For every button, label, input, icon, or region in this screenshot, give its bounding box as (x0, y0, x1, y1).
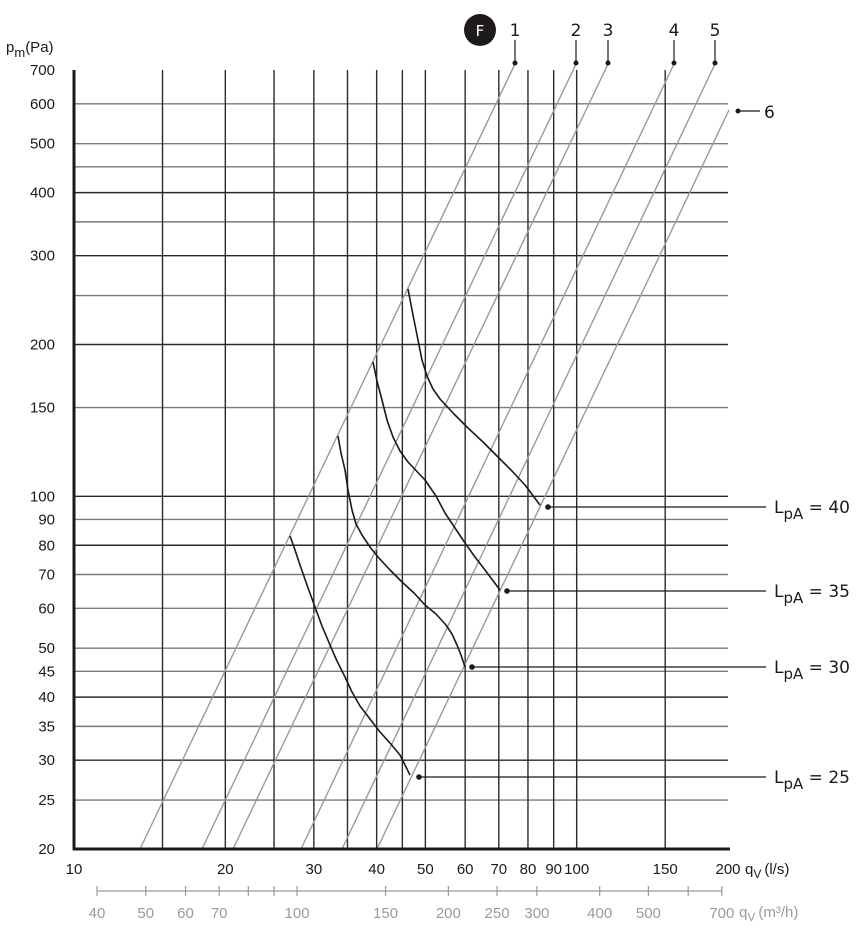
system-label-dot (512, 60, 518, 66)
x-tick-labels: 10 20 30 40 50 60 70 80 90 100 150 200 (66, 861, 741, 878)
vertical-gridlines (161, 70, 666, 849)
x2-tick-label: 250 (485, 905, 510, 922)
system-label-dot (573, 60, 579, 66)
system-curve-labels: 1 2 3 4 5 6 (510, 21, 775, 123)
x2-tick-label: 150 (373, 905, 398, 922)
x-tick-label: 150 (653, 861, 678, 878)
x2-tick-label: 50 (137, 905, 154, 922)
system-label-1: 1 (510, 21, 521, 41)
system-label-dot (671, 60, 677, 66)
x2-tick-label: 500 (636, 905, 661, 922)
x-tick-label: 40 (368, 861, 385, 878)
system-label-dot (712, 60, 718, 66)
badge-letter: F (476, 22, 485, 40)
system-line-6 (376, 109, 730, 850)
y-tick-label: 35 (38, 718, 55, 735)
horizontal-gridlines (74, 103, 728, 801)
y-tick-label: 45 (38, 663, 55, 680)
system-label-4: 4 (669, 21, 680, 41)
x-tick-label: 100 (564, 861, 589, 878)
y-tick-label: 500 (30, 136, 55, 153)
x2-axis-title: qV (m³/h) (739, 904, 798, 924)
system-curves (139, 63, 730, 850)
y-tick-label: 600 (30, 96, 55, 113)
x2-tick-label: 200 (436, 905, 461, 922)
y-tick-label: 20 (38, 841, 55, 858)
y-tick-label: 150 (30, 400, 55, 417)
y-tick-label: 80 (38, 537, 55, 554)
system-label-6: 6 (764, 103, 775, 123)
y-tick-label: 60 (38, 600, 55, 617)
secondary-x-axis: 40 50 60 70 100 150 200 250 300 400 500 700 (89, 886, 734, 922)
y-tick-label: 200 (30, 336, 55, 353)
curve-set-badge: F (464, 14, 496, 46)
callout-label: LpA = 25 (774, 768, 850, 793)
x-tick-label: 80 (520, 861, 537, 878)
system-label-3: 3 (603, 21, 614, 41)
y-tick-label: 40 (38, 689, 55, 706)
axes (72, 70, 730, 851)
x-tick-label: 90 (545, 861, 562, 878)
fan-curves (289, 288, 541, 776)
callout-label: LpA = 30 (774, 658, 850, 683)
callout-label: LpA = 35 (774, 582, 850, 607)
fan-curve-LpA40 (407, 288, 541, 506)
system-label-5: 5 (710, 21, 721, 41)
system-line-1 (139, 63, 516, 850)
x2-tick-label: 700 (709, 905, 734, 922)
y-tick-label: 30 (38, 752, 55, 769)
system-line-3 (232, 63, 609, 850)
x-tick-label: 20 (217, 861, 234, 878)
system-line-5 (341, 63, 716, 850)
x2-tick-label: 60 (177, 905, 194, 922)
x-axis-title: qV (l/s) (745, 861, 789, 881)
x-tick-label: 10 (66, 861, 83, 878)
fan-curve-LpA25 (289, 535, 411, 776)
y-tick-label: 400 (30, 185, 55, 202)
x2-tick-label: 100 (285, 905, 310, 922)
x2-tick-label: 300 (524, 905, 549, 922)
sound-level-callouts: LpA = 40 LpA = 35 LpA = 30 LpA = 25 (416, 498, 850, 793)
x-tick-label: 30 (305, 861, 322, 878)
y-tick-label: 70 (38, 567, 55, 584)
fan-curve-LpA35 (372, 361, 501, 591)
system-label-dot (605, 60, 611, 66)
x-tick-label: 200 (715, 861, 740, 878)
x2-tick-label: 70 (211, 905, 228, 922)
y-tick-labels: 20 25 30 35 40 45 50 60 70 80 90 100 150 200 300 400 500… (30, 62, 55, 858)
y-tick-label: 90 (38, 511, 55, 528)
fan-curve-LpA30 (337, 435, 466, 668)
x2-tick-label: 400 (587, 905, 612, 922)
y-tick-label: 300 (30, 248, 55, 265)
y-tick-label: 700 (30, 62, 55, 79)
y-tick-label: 50 (38, 640, 55, 657)
system-label-2: 2 (571, 21, 582, 41)
x-tick-label: 60 (457, 861, 474, 878)
system-line-2 (201, 63, 577, 850)
x2-tick-label: 40 (89, 905, 106, 922)
x-tick-label: 70 (490, 861, 507, 878)
system-line-4 (300, 63, 675, 850)
y-axis-title: pm(Pa) (6, 39, 54, 60)
badge-circle (464, 14, 496, 46)
y-tick-label: 25 (38, 792, 55, 809)
x-tick-label: 50 (417, 861, 434, 878)
callout-label: LpA = 40 (774, 498, 850, 523)
y-tick-label: 100 (30, 488, 55, 505)
